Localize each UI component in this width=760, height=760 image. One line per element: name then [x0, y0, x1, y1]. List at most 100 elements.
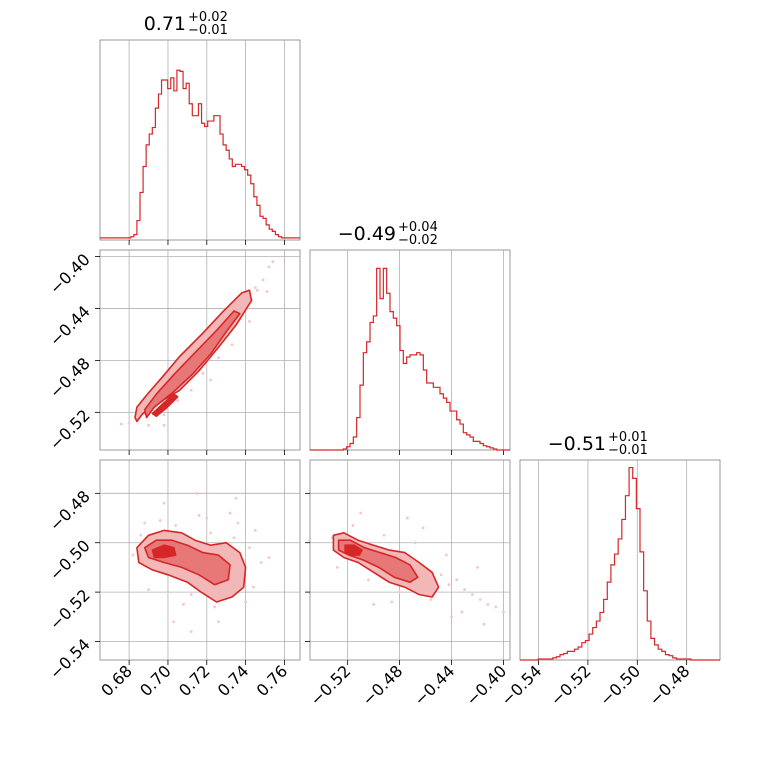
y-tick-label: −0.40	[46, 250, 94, 298]
sample-point	[236, 521, 240, 525]
x-tick-label: 0.70	[136, 661, 175, 700]
histogram-2	[520, 466, 720, 661]
sample-point	[189, 388, 193, 392]
param-title-plus-2: +0.01	[608, 430, 648, 445]
sample-point	[253, 286, 257, 290]
sample-point	[439, 573, 443, 577]
param-title-plus-0: +0.02	[188, 10, 228, 25]
x-tick-label: 0.76	[253, 661, 292, 700]
sample-point	[217, 620, 220, 624]
sample-point	[251, 585, 255, 589]
x-tick-label: −0.48	[645, 661, 693, 709]
y-tick-label: −0.54	[46, 635, 94, 683]
sample-point	[228, 511, 232, 515]
y-tick-label: −0.48	[46, 487, 94, 535]
y-tick-label: −0.48	[46, 354, 94, 402]
contour-level-0-2	[151, 393, 179, 418]
sample-point	[367, 578, 370, 582]
param-title-minus-2: −0.01	[608, 443, 648, 458]
sample-point	[234, 496, 238, 500]
x-tick-label: −0.50	[596, 661, 644, 709]
x-tick-label: 0.74	[214, 661, 253, 700]
sample-point	[398, 590, 402, 594]
sample-point	[455, 578, 459, 582]
sample-point	[482, 622, 486, 626]
sample-point	[444, 553, 448, 557]
y-tick-label: −0.52	[46, 406, 94, 454]
sample-point	[166, 590, 170, 594]
histogram-frame-1	[309, 249, 511, 451]
sample-point	[390, 600, 394, 604]
sample-point	[162, 501, 166, 505]
contour-level-0-1	[143, 310, 241, 419]
sample-point	[143, 521, 147, 525]
sample-point	[195, 491, 199, 495]
sample-point	[450, 615, 453, 619]
sample-point	[271, 260, 275, 264]
param-title-0: 0.71	[144, 13, 186, 35]
x-tick-label: −0.44	[410, 661, 458, 709]
sample-point	[470, 593, 474, 596]
sample-point	[176, 399, 180, 403]
sample-point	[162, 423, 166, 427]
sample-point	[131, 553, 135, 557]
x-tick-label: −0.54	[497, 661, 545, 709]
y-tick-label: −0.52	[46, 585, 94, 633]
histogram-0	[100, 69, 300, 239]
scatter-frame-0	[99, 249, 301, 451]
param-title-minus-1: −0.02	[398, 233, 438, 248]
sample-point	[429, 598, 433, 601]
param-title-1: −0.49	[338, 223, 396, 245]
sample-point	[189, 593, 193, 596]
sample-point	[209, 378, 213, 382]
sample-point	[253, 528, 257, 532]
sample-point	[162, 413, 166, 417]
x-tick-label: −0.52	[306, 661, 354, 709]
sample-point	[502, 610, 505, 614]
sample-point	[147, 588, 150, 592]
param-title-2: −0.51	[548, 433, 606, 455]
sample-point	[248, 546, 251, 550]
x-tick-label: 0.68	[97, 661, 136, 700]
sample-point	[421, 526, 425, 530]
contour-level-1-2	[151, 544, 177, 559]
sample-point	[213, 605, 216, 609]
sample-point	[463, 588, 466, 592]
sample-point	[172, 620, 176, 624]
sample-point	[119, 422, 123, 426]
sample-point	[351, 524, 355, 527]
x-tick-label: −0.52	[547, 661, 595, 709]
sample-point	[261, 278, 265, 282]
sample-point	[197, 514, 201, 517]
scatter-frame-2	[309, 459, 511, 661]
sample-point	[158, 519, 162, 522]
sample-point	[248, 320, 251, 323]
sample-point	[447, 583, 451, 587]
sample-point	[372, 603, 376, 606]
sample-point	[476, 566, 479, 569]
sample-point	[494, 605, 498, 609]
contour-level-2-2	[344, 544, 363, 556]
x-tick-label: −0.48	[358, 661, 406, 709]
sample-point	[255, 288, 259, 292]
sample-point	[478, 598, 482, 601]
sample-point	[413, 541, 417, 545]
sample-point	[265, 290, 269, 293]
x-tick-label: 0.72	[175, 661, 214, 700]
sample-point	[201, 371, 205, 375]
sample-point	[147, 423, 150, 427]
sample-point	[259, 561, 263, 564]
sample-point	[267, 556, 271, 559]
y-tick-label: −0.50	[46, 536, 94, 584]
scatter-frame-1	[99, 459, 301, 661]
y-tick-label: −0.44	[46, 302, 94, 350]
sample-point	[209, 531, 213, 535]
param-title-minus-0: −0.01	[188, 23, 228, 38]
sample-point	[127, 421, 131, 425]
sample-point	[182, 603, 185, 606]
sample-point	[205, 516, 209, 520]
sample-point	[486, 603, 490, 606]
sample-point	[382, 533, 386, 537]
sample-point	[359, 511, 363, 515]
